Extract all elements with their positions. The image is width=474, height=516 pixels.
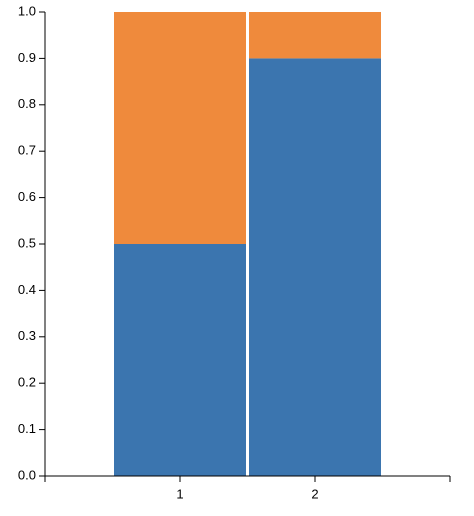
bar-segment [249,58,381,477]
y-tick-label: 0.2 [18,375,36,390]
y-tick-label: 0.0 [18,467,36,482]
x-tick-label: 2 [311,486,318,501]
y-tick-label: 0.4 [18,282,36,297]
x-tick-label: 1 [176,486,183,501]
y-tick-label: 0.6 [18,189,36,204]
y-tick-label: 1.0 [18,3,36,18]
y-tick-label: 0.1 [18,421,36,436]
bar-segment [114,244,246,476]
y-tick-label: 0.8 [18,96,36,111]
y-tick-label: 0.5 [18,235,36,250]
y-tick-label: 0.9 [18,50,36,65]
bar-segment [114,12,246,244]
y-tick-label: 0.3 [18,328,36,343]
y-tick-label: 0.7 [18,143,36,158]
bar-segment [249,12,381,59]
